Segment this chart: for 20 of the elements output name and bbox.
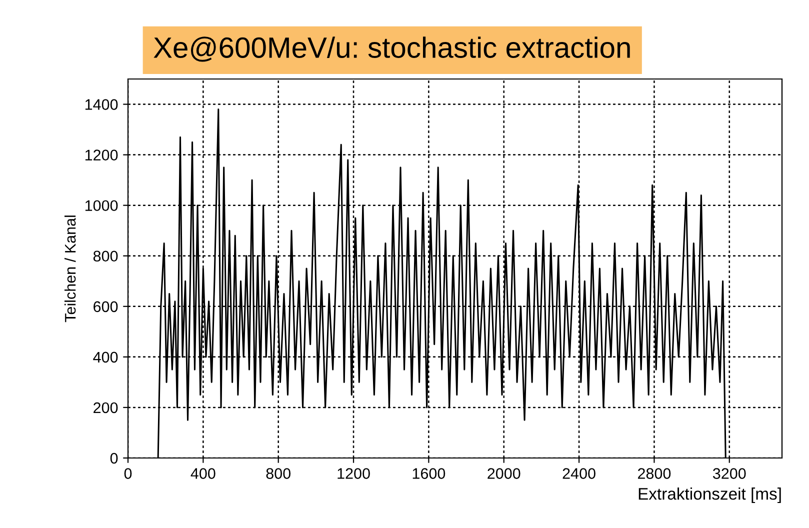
y-tick-label: 400 [93,352,118,363]
x-tick-label: 800 [266,468,290,479]
y-tick-label: 800 [93,250,118,262]
x-tick-label: 2000 [488,468,520,479]
y-tick-label: 1400 [85,99,118,110]
x-axis-title: Extraktionszeit [ms] [638,488,781,504]
y-tick-label: 600 [94,301,118,312]
x-tick-label: 2800 [638,468,671,479]
x-tick-label: 2400 [562,468,596,479]
x-tick-label: 0 [124,468,132,479]
y-tick-label: 0 [110,452,118,464]
x-tick-label: 1200 [338,468,370,479]
chart-title: Xe@600MeV/u: stochastic extraction [154,36,630,62]
y-axis-title: Teilchen / Kanal [64,216,76,322]
y-tick-label: 1000 [85,200,118,212]
x-tick-label: 400 [190,468,216,479]
x-tick-label: 1600 [412,468,446,479]
y-tick-label: 1200 [85,150,118,160]
x-tick-label: 3200 [712,468,746,479]
y-tick-label: 200 [94,402,118,414]
